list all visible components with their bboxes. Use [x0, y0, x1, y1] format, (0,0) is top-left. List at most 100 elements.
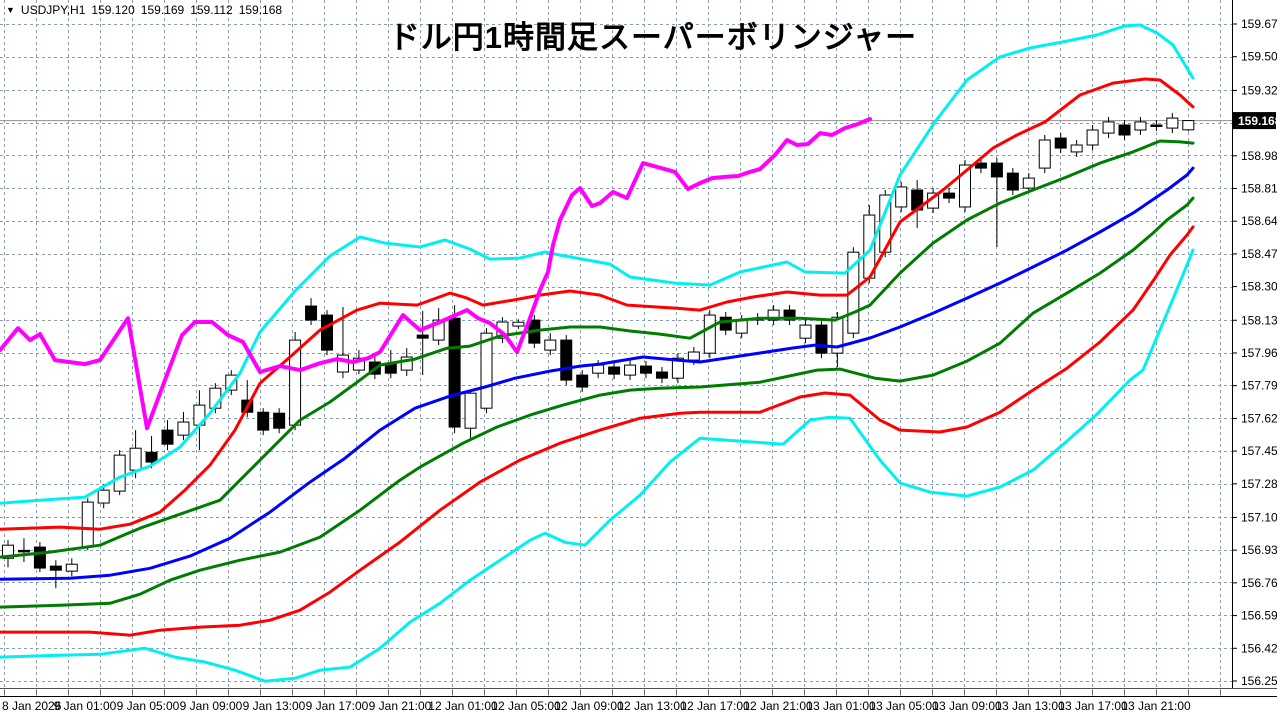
time-tick-label: 13 Jan 05:00 [869, 699, 939, 713]
candle [1102, 116, 1115, 139]
candle [2, 540, 14, 568]
candle [1150, 120, 1163, 131]
chart-title: ドル円1時間足スーパーボリンジャー [388, 20, 918, 55]
time-tick-label: 13 Jan 21:00 [1121, 699, 1191, 713]
lagging-span-line [0, 117, 872, 431]
time-tick-label: 12 Jan 01:00 [428, 699, 498, 713]
time-tick-label: 9 Jan 21:00 [369, 699, 432, 713]
ohlc-low-value: 159.112 [190, 3, 233, 17]
center-line-21sma-line [0, 166, 1195, 581]
time-tick-label: 9 Jan 05:00 [117, 699, 180, 713]
ohlc-info-bar[interactable]: ▼ USDJPY,H1 159.120 159.169 159.112 159.… [6, 3, 282, 17]
candle [416, 311, 429, 376]
price-axis[interactable]: 159.670 159.500 159.325 158.985 158.815 158.6… [1232, 0, 1277, 689]
candle [911, 180, 924, 229]
price-tick-label: 156.765 [1241, 576, 1277, 590]
ohlc-close-value: 159.168 [238, 3, 283, 17]
time-tick-label: 12 Jan 17:00 [680, 699, 750, 713]
time-tick-label: 13 Jan 17:00 [1058, 699, 1128, 713]
price-tick-label: 159.325 [1241, 83, 1277, 97]
candle [321, 310, 333, 356]
candle [97, 484, 110, 509]
price-tick-label: 156.935 [1241, 543, 1277, 557]
candle [49, 560, 62, 589]
price-tick-label: 158.645 [1241, 214, 1277, 228]
price-tick-label: 157.105 [1241, 510, 1277, 524]
symbol-dropdown-icon[interactable]: ▼ [6, 5, 15, 15]
candle [305, 298, 318, 326]
candle [289, 332, 302, 431]
candle [400, 348, 413, 377]
candle [1166, 113, 1179, 134]
candle [990, 158, 1003, 247]
candle [113, 450, 126, 496]
upper-band-1sigma-line [0, 139, 1195, 559]
time-tick-label: 9 Jan 09:00 [180, 699, 243, 713]
candle [1134, 116, 1147, 136]
price-tick-label: 157.960 [1241, 346, 1277, 360]
time-tick-label: 9 Jan 13:00 [243, 699, 306, 713]
time-tick-label: 12 Jan 13:00 [617, 699, 687, 713]
lower-band-1sigma-line [0, 196, 1195, 609]
ohlc-high-value: 159.169 [140, 3, 185, 17]
candle [895, 181, 908, 212]
candle [209, 383, 222, 414]
candle [640, 361, 652, 379]
price-tick-label: 158.985 [1241, 149, 1277, 163]
price-tick-label: 157.620 [1241, 411, 1277, 425]
price-tick-label: 159.670 [1241, 17, 1277, 31]
price-tick-label: 156.425 [1241, 641, 1277, 655]
candle [815, 320, 828, 359]
symbol-timeframe-label: USDJPY,H1 [20, 3, 86, 17]
candle [17, 538, 30, 563]
candle [959, 160, 971, 212]
lower-band-2sigma-line [0, 225, 1195, 637]
time-tick-label: 13 Jan 13:00 [995, 699, 1065, 713]
price-tick-label: 157.450 [1241, 444, 1277, 458]
candle [448, 305, 461, 434]
time-tick-label: 12 Jan 21:00 [743, 699, 813, 713]
time-tick-label: 13 Jan 09:00 [932, 699, 1002, 713]
candle [799, 320, 812, 344]
price-tick-label: 156.595 [1241, 609, 1277, 623]
candle [1022, 173, 1035, 194]
candle [1118, 120, 1131, 141]
candle [257, 408, 270, 436]
candle [560, 335, 573, 386]
candle [177, 412, 190, 441]
time-tick-label: 12 Jan 09:00 [554, 699, 624, 713]
candle [783, 305, 796, 326]
price-tick-label: 158.130 [1241, 313, 1277, 327]
grid-layer [0, 0, 1232, 689]
time-tick-label: 9 Jan 17:00 [306, 699, 369, 713]
candle [655, 367, 668, 384]
time-tick-label: 9 Jan 01:00 [54, 699, 117, 713]
candle [464, 390, 477, 441]
candle [719, 312, 732, 336]
upper-band-2sigma-line [0, 77, 1195, 531]
candle [974, 158, 987, 174]
candle [161, 420, 174, 451]
candle [576, 370, 589, 393]
candle [1070, 140, 1083, 157]
upper-band-3sigma-line [0, 23, 1195, 505]
indicator-lines-layer [0, 23, 1195, 683]
candle [65, 558, 78, 577]
candle [544, 333, 557, 356]
price-tick-label: 158.815 [1241, 181, 1277, 195]
candle [703, 310, 716, 359]
price-tick-label: 157.280 [1241, 477, 1277, 491]
candle [767, 305, 780, 326]
candle [1086, 125, 1099, 151]
candle [671, 353, 684, 384]
lower-band-3sigma-line [0, 248, 1195, 683]
candle [145, 436, 158, 469]
candle [33, 542, 46, 573]
candle [1054, 133, 1067, 154]
candle [1038, 135, 1051, 174]
candle [273, 408, 286, 434]
candle [943, 188, 956, 204]
